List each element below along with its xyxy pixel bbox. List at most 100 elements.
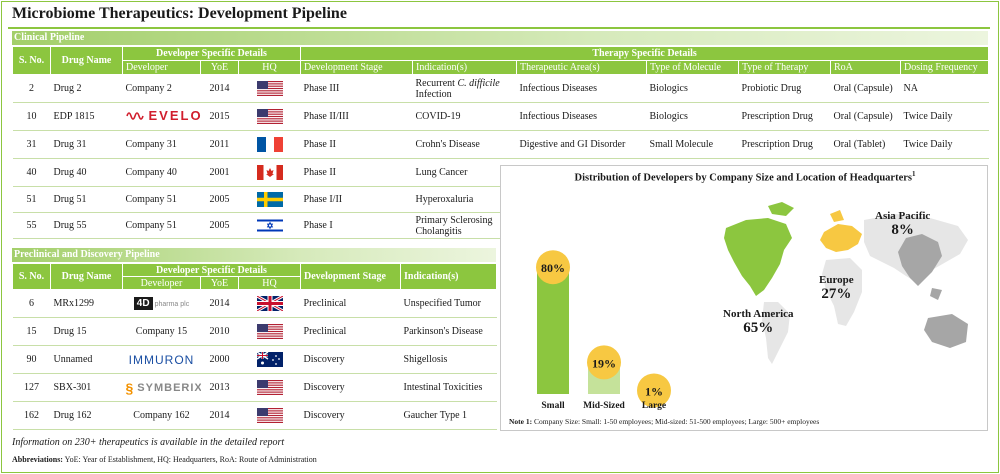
cell-yoe: 2000: [200, 345, 239, 374]
category-label: Mid-Sized: [583, 401, 625, 411]
cell-indication: Recurrent C. difficile Infection: [412, 74, 517, 103]
cell-yoe: 2011: [200, 130, 239, 159]
cell-sno: 40: [12, 158, 51, 187]
cell-indication: Crohn's Disease: [412, 130, 517, 159]
pre-header-yoe: YoE: [200, 276, 239, 290]
clinical-header-indication: Indication(s): [412, 60, 518, 75]
value-label: 19%: [592, 356, 616, 370]
immuron-logo: IMMURON: [128, 352, 195, 367]
cell-therapy: Prescription Drug: [738, 130, 831, 159]
cell-yoe: 2010: [200, 317, 239, 346]
cell-developer: Company 162: [122, 401, 201, 430]
clinical-row: 55 Drug 55 Company 51 2005 Phase I Prima…: [12, 212, 989, 239]
developer-name: Company 2: [125, 83, 172, 94]
cell-yoe: 2014: [200, 401, 239, 430]
us-flag: [256, 380, 283, 395]
cell-sno: 162: [12, 401, 51, 430]
cell-developer: Company 2: [122, 74, 201, 103]
chart-title: Distribution of Developers by Company Si…: [574, 170, 916, 184]
evelo-logo: EVELO: [125, 108, 201, 123]
france-flag: [256, 137, 283, 152]
north-america-label: North America 65%: [723, 308, 794, 336]
cell-hq: [238, 373, 301, 402]
cell-developer: 4D pharma plc: [122, 289, 201, 318]
clinical-band: Clinical Pipeline: [12, 31, 988, 45]
cell-area: Infectious Diseases: [516, 102, 647, 131]
cell-indication: Parkinson's Disease: [400, 317, 497, 346]
cell-yoe: 2015: [200, 102, 239, 131]
clinical-row: 40 Drug 40 Company 40 2001 Phase II Lung…: [12, 158, 989, 187]
asia-pacific-shape: [898, 234, 942, 300]
clinical-header-developer: Developer: [122, 60, 201, 75]
cell-sno: 55: [12, 212, 51, 239]
distribution-chart-panel: Distribution of Developers by Company Si…: [500, 165, 988, 431]
cell-yoe: 2001: [200, 158, 239, 187]
clinical-row: 51 Drug 51 Company 51 2005 Phase I/II Hy…: [12, 186, 989, 213]
clinical-group-therapy: Therapy Specific Details: [300, 46, 990, 61]
cell-stage: Phase III: [300, 74, 413, 103]
israel-flag: [256, 218, 283, 233]
asia-pacific-label: Asia Pacific 8%: [875, 210, 931, 238]
cell-developer: Company 51: [122, 212, 201, 239]
cell-drug: Drug 51: [50, 186, 123, 213]
pre-header-stage: Development Stage: [300, 263, 402, 290]
sweden-flag: [256, 192, 283, 207]
cell-roa: Oral (Capsule): [830, 102, 901, 131]
cell-developer: EVELO: [122, 102, 201, 131]
cell-developer: § SYMBERIX: [122, 373, 201, 402]
cell-hq: [238, 212, 301, 239]
cell-yoe: 2005: [200, 212, 239, 239]
cell-stage: Preclinical: [300, 289, 401, 318]
north-america-shape: [724, 202, 794, 296]
cell-therapy: Prescription Drug: [738, 102, 831, 131]
cell-drug: Drug 31: [50, 130, 123, 159]
clinical-row: 10 EDP 1815 EVELO 2015 Phase II/III COVI…: [12, 102, 989, 131]
category-label: Large: [642, 401, 666, 411]
value-label: 80%: [541, 261, 565, 275]
us-flag: [256, 408, 283, 423]
cell-indication: Intestinal Toxicities: [400, 373, 497, 402]
cell-developer: Company 31: [122, 130, 201, 159]
pre-header-indication: Indication(s): [400, 263, 498, 290]
us-flag: [256, 324, 283, 339]
cell-developer: Company 40: [122, 158, 201, 187]
clinical-header-molecule: Type of Molecule: [646, 60, 740, 75]
value-badge: [637, 373, 671, 408]
cell-hq: [238, 130, 301, 159]
clinical-row: 2 Drug 2 Company 2 2014 Phase III Recurr…: [12, 74, 989, 103]
cell-indication: Shigellosis: [400, 345, 497, 374]
cell-indication: Primary Sclerosing Cholangitis: [412, 212, 517, 239]
africa-shape: [822, 258, 862, 326]
cell-dosing: Twice Daily: [900, 102, 989, 131]
cell-drug: MRx1299: [50, 289, 123, 318]
preclinical-row: 90 Unnamed IMMURON 2000 Discovery Shigel…: [12, 345, 497, 374]
cell-sno: 90: [12, 345, 51, 374]
cell-drug: Drug 40: [50, 158, 123, 187]
clinical-row: 31 Drug 31 Company 31 2011 Phase II Croh…: [12, 130, 989, 159]
cell-hq: [238, 158, 301, 187]
cell-indication: Hyperoxaluria: [412, 186, 517, 213]
developer-name: Company 15: [135, 326, 188, 337]
clinical-header-stage: Development Stage: [300, 60, 414, 75]
preclinical-row: 127 SBX-301 § SYMBERIX 2013 Discovery Int…: [12, 373, 497, 402]
value-label: 1%: [645, 384, 663, 398]
cell-developer: IMMURON: [122, 345, 201, 374]
cell-roa: Oral (Tablet): [830, 130, 901, 159]
cell-hq: [238, 345, 301, 374]
cell-yoe: 2005: [200, 186, 239, 213]
value-badge: [587, 345, 621, 380]
cell-drug: Drug 162: [50, 401, 123, 430]
preclinical-row: 162 Drug 162 Company 162 2014 Discovery …: [12, 401, 497, 430]
cell-sno: 6: [12, 289, 51, 318]
cell-drug: Drug 15: [50, 317, 123, 346]
cell-drug: SBX-301: [50, 373, 123, 402]
europe-label: Europe 27%: [819, 274, 854, 302]
cell-stage: Discovery: [300, 373, 401, 402]
uk-flag: [256, 296, 283, 311]
cell-stage: Phase I: [300, 212, 413, 239]
bar-small: [537, 269, 569, 394]
cell-area: Digestive and GI Disorder: [516, 130, 647, 159]
preclinical-band: Preclinical and Discovery Pipeline: [12, 248, 496, 262]
cell-stage: Preclinical: [300, 317, 401, 346]
